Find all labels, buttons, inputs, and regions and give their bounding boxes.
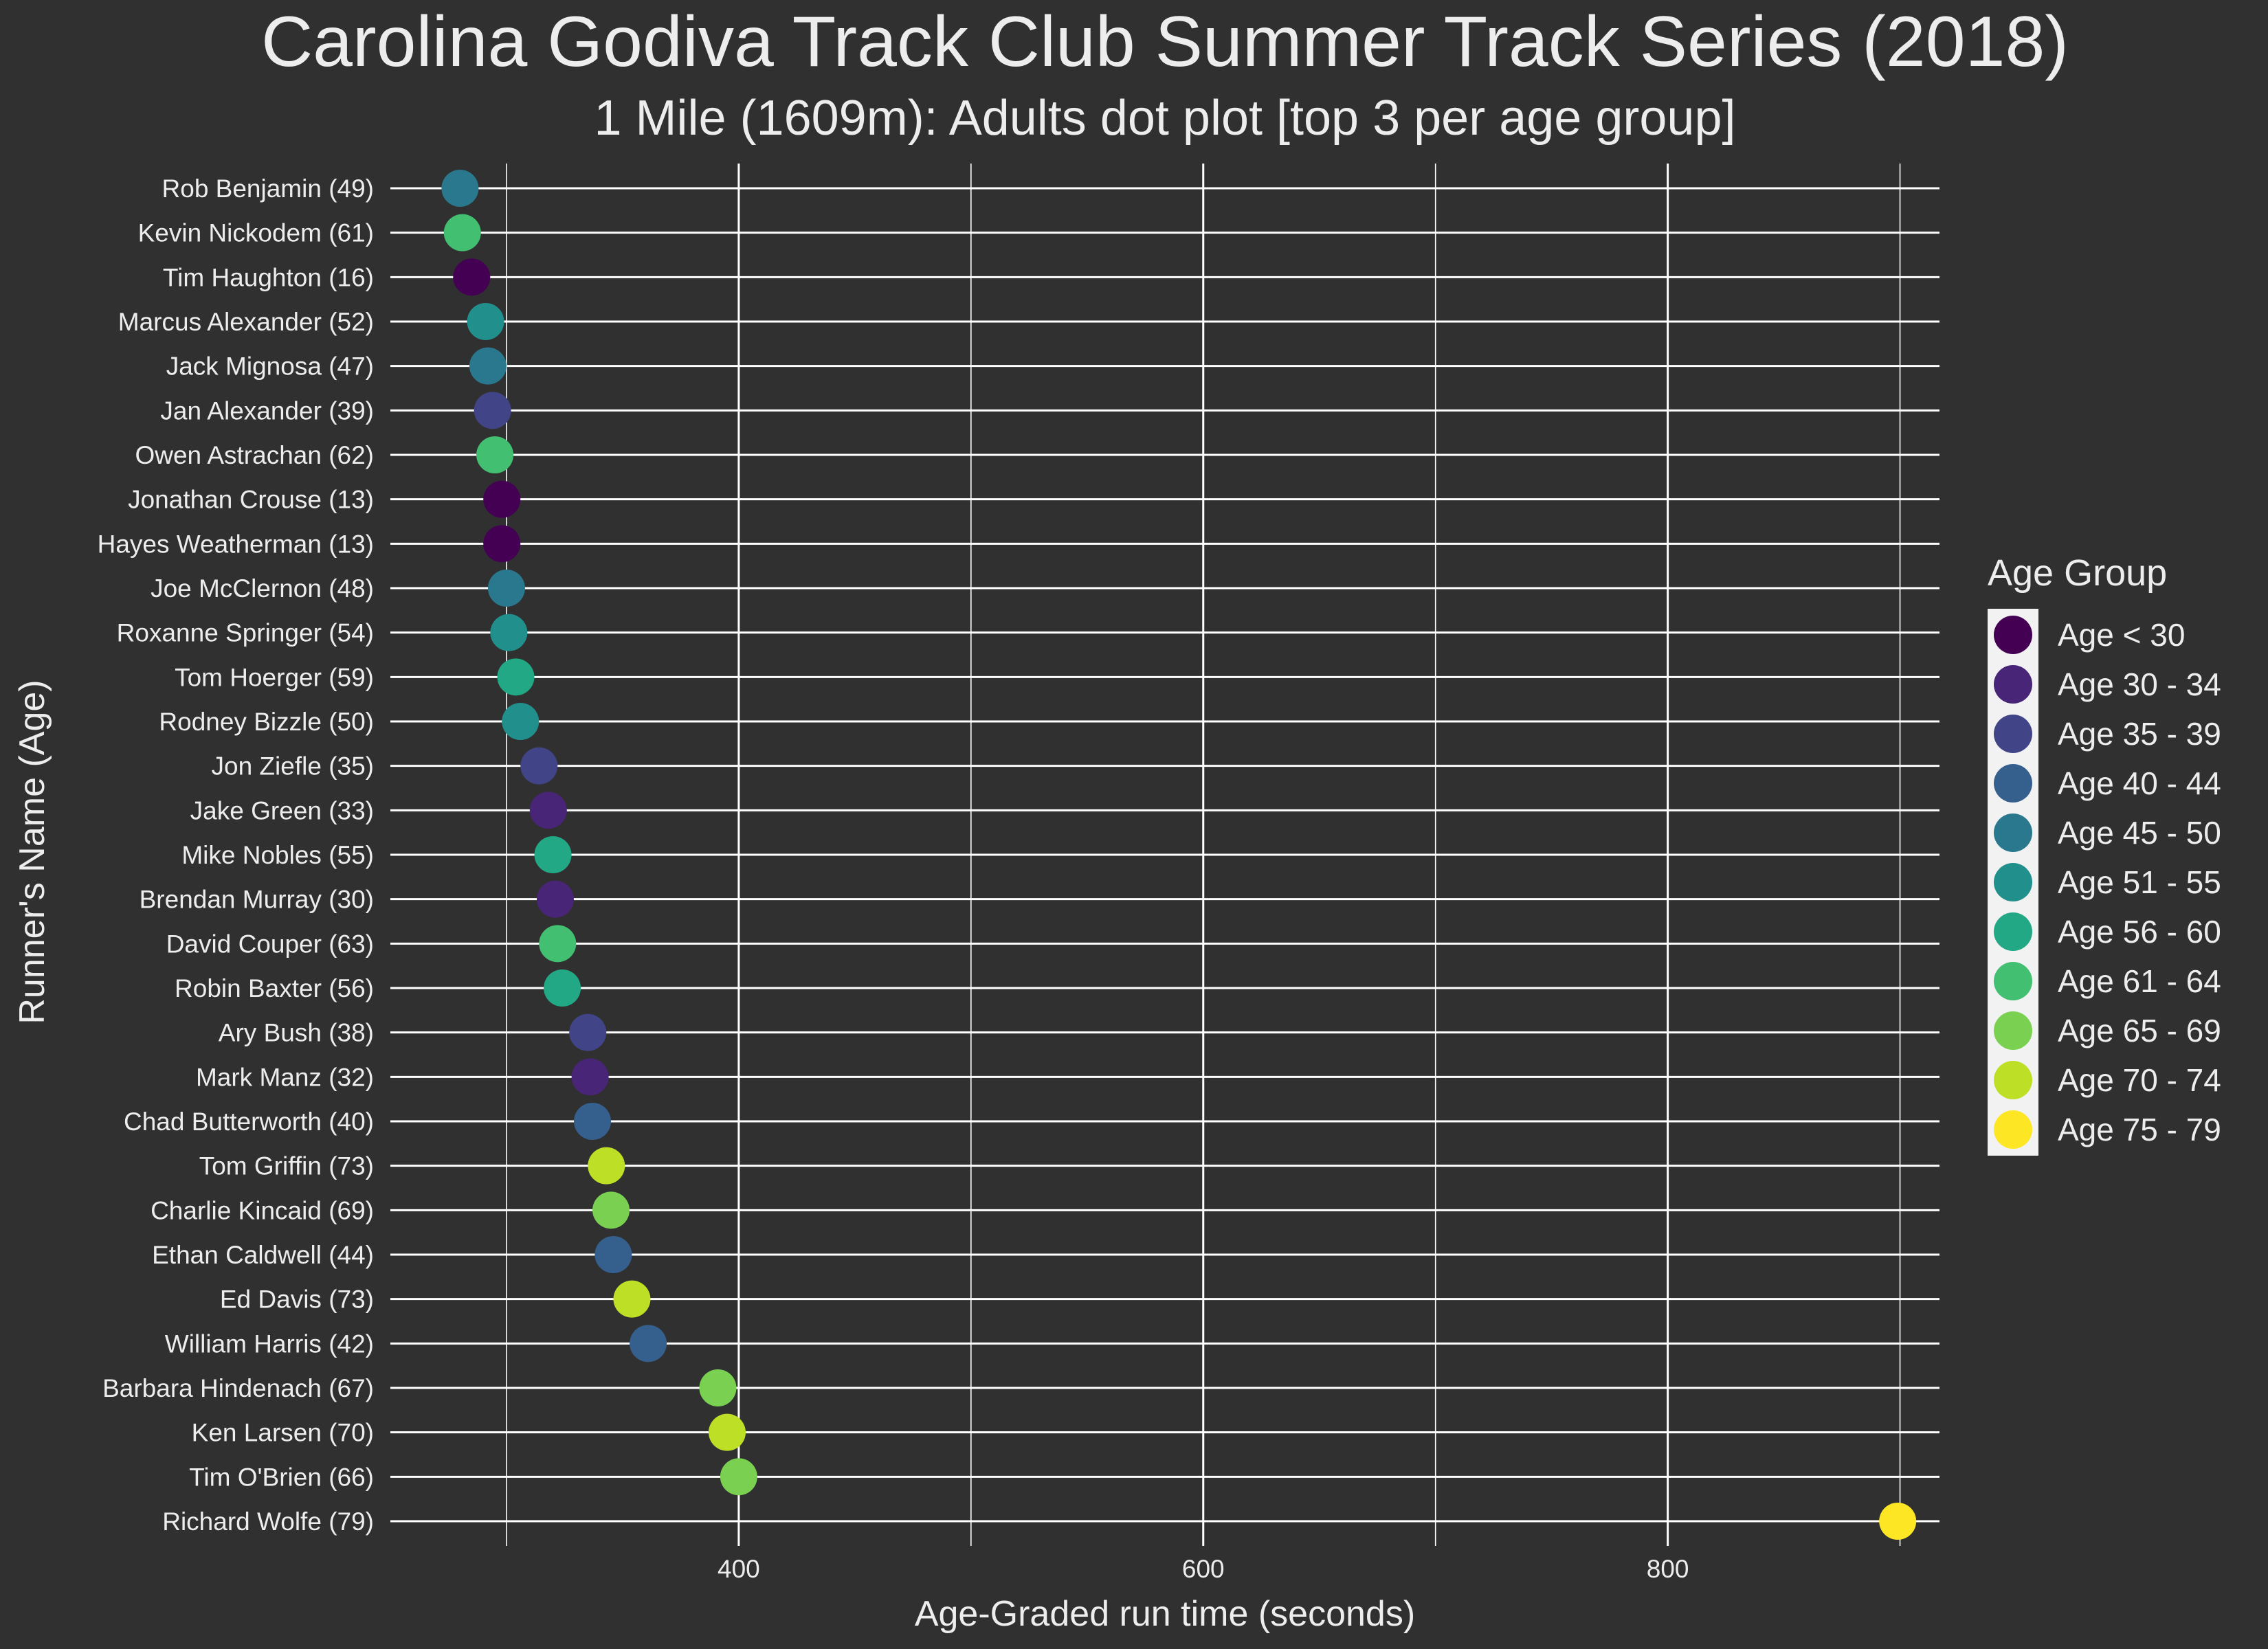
y-tick-label: Mark Manz (32)	[196, 1063, 374, 1091]
y-tick-label: David Couper (63)	[166, 930, 374, 958]
x-axis-title: Age-Graded run time (seconds)	[915, 1594, 1415, 1634]
legend-label: Age 30 - 34	[2058, 666, 2221, 702]
data-point	[474, 392, 511, 429]
y-tick-label: William Harris (42)	[165, 1330, 374, 1358]
data-point	[476, 436, 514, 473]
y-tick-label: Robin Baxter (56)	[175, 974, 374, 1002]
data-point	[571, 1058, 609, 1096]
y-tick-label: Jon Ziefle (35)	[212, 752, 375, 781]
y-tick-label: Jack Mignosa (47)	[166, 352, 374, 381]
data-point	[630, 1325, 667, 1362]
data-point	[592, 1191, 630, 1229]
data-point	[490, 614, 528, 651]
y-tick-label: Barbara Hindenach (67)	[102, 1374, 374, 1402]
y-tick-label: Jonathan Crouse (13)	[128, 486, 374, 514]
legend-label: Age 40 - 44	[2058, 765, 2221, 801]
legend-swatch	[1994, 616, 2032, 654]
legend-swatch	[1994, 1110, 2032, 1149]
x-axis-tick-labels: 400 600 800	[718, 1555, 1689, 1583]
data-point	[467, 303, 504, 340]
y-tick-label: Ken Larsen (70)	[192, 1419, 374, 1447]
y-tick-label: Rodney Bizzle (50)	[159, 708, 374, 736]
data-point	[574, 1103, 611, 1140]
y-tick-label: Charlie Kincaid (69)	[151, 1196, 374, 1224]
data-point	[569, 1013, 607, 1051]
legend-swatch	[1994, 764, 2032, 803]
data-point	[487, 570, 525, 607]
legend-swatch	[1994, 863, 2032, 901]
legend-label: Age 45 - 50	[2058, 815, 2221, 851]
data-point	[1879, 1503, 1917, 1540]
y-tick-label: Ed Davis (73)	[220, 1286, 374, 1314]
data-point	[443, 214, 481, 251]
legend-label: Age 35 - 39	[2058, 716, 2221, 752]
y-axis-title: Runner's Name (Age)	[12, 680, 52, 1024]
legend-swatch	[1994, 962, 2032, 1000]
chart-subtitle: 1 Mile (1609m): Adults dot plot [top 3 p…	[594, 91, 1736, 146]
data-point	[483, 525, 521, 563]
y-tick-label: Rob Benjamin (49)	[162, 175, 374, 203]
data-point	[709, 1413, 746, 1451]
legend-swatch	[1994, 814, 2032, 852]
y-tick-label: Chad Butterworth (40)	[124, 1108, 374, 1136]
legend-swatch	[1994, 715, 2032, 753]
data-point	[502, 703, 540, 740]
legend-label: Age 51 - 55	[2058, 864, 2221, 900]
legend-label: Age 65 - 69	[2058, 1013, 2221, 1048]
legend-label: Age 61 - 64	[2058, 963, 2221, 999]
y-tick-label: Mike Nobles (55)	[181, 841, 374, 869]
legend-label: Age < 30	[2058, 617, 2185, 653]
legend-label: Age 75 - 79	[2058, 1112, 2221, 1147]
major-gridlines	[737, 164, 1669, 1546]
y-tick-label: Roxanne Springer (54)	[117, 619, 374, 647]
legend-swatch	[1994, 912, 2032, 951]
y-tick-label: Ary Bush (38)	[219, 1019, 374, 1047]
data-points	[441, 170, 1917, 1540]
data-point	[699, 1369, 737, 1406]
data-point	[544, 969, 581, 1007]
legend-label: Age 70 - 74	[2058, 1062, 2221, 1098]
data-point	[539, 925, 577, 963]
y-tick-label: Richard Wolfe (79)	[162, 1507, 374, 1536]
data-point	[588, 1147, 625, 1185]
data-point	[453, 258, 491, 296]
y-tick-label: Owen Astrachan (62)	[135, 441, 374, 469]
data-point	[529, 792, 567, 829]
y-tick-label: Ethan Caldwell (44)	[152, 1241, 374, 1269]
data-point	[483, 480, 521, 518]
data-point	[720, 1458, 757, 1496]
row-gridlines	[390, 187, 1939, 1523]
legend-swatch	[1994, 1011, 2032, 1050]
data-point	[520, 747, 558, 785]
y-tick-label: Jake Green (33)	[190, 796, 374, 824]
legend-title: Age Group	[1988, 552, 2167, 594]
y-tick-label: Tom Hoerger (59)	[175, 663, 374, 691]
y-tick-label: Marcus Alexander (52)	[118, 308, 374, 336]
y-tick-label: Tim O'Brien (66)	[189, 1463, 374, 1491]
y-tick-label: Jan Alexander (39)	[160, 396, 374, 425]
legend-label: Age 56 - 60	[2058, 914, 2221, 950]
x-tick-label: 600	[1182, 1555, 1225, 1583]
data-point	[534, 836, 572, 873]
chart-title: Carolina Godiva Track Club Summer Track …	[261, 2, 2069, 82]
data-point	[441, 170, 479, 207]
legend-swatch	[1994, 665, 2032, 704]
data-point	[594, 1236, 632, 1273]
y-tick-label: Brendan Murray (30)	[140, 886, 374, 914]
legend: Age Group Age < 30 Age 30 - 34 Age 35 - 39…	[1988, 552, 2221, 1156]
data-point	[469, 347, 507, 385]
data-point	[497, 658, 535, 696]
x-tick-label: 800	[1647, 1555, 1689, 1583]
y-axis-tick-labels: Rob Benjamin (49) Kevin Nickodem (61) Tim …	[98, 175, 374, 1536]
y-tick-label: Tom Griffin (73)	[199, 1152, 374, 1180]
data-point	[613, 1280, 651, 1318]
y-tick-label: Hayes Weatherman (13)	[98, 530, 374, 558]
x-tick-label: 400	[718, 1555, 760, 1583]
data-point	[536, 880, 574, 918]
y-tick-label: Kevin Nickodem (61)	[138, 219, 374, 247]
legend-swatch	[1994, 1061, 2032, 1099]
y-tick-label: Tim Haughton (16)	[163, 263, 374, 291]
y-tick-label: Joe McClernon (48)	[151, 574, 374, 603]
